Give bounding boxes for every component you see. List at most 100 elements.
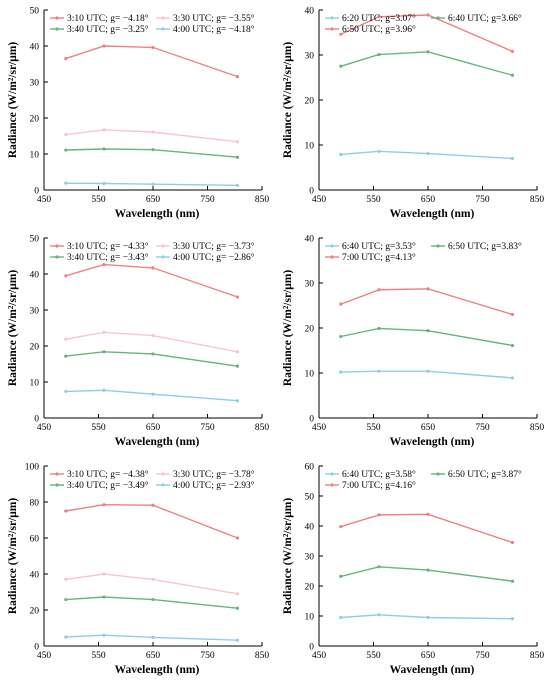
y-tick-label: 80 — [30, 498, 40, 508]
x-tick-label: 550 — [91, 423, 106, 433]
data-point — [426, 568, 430, 572]
series-line — [65, 45, 238, 78]
data-point — [151, 577, 155, 581]
x-tick-label: 450 — [312, 195, 327, 205]
y-tick-label: 40 — [30, 570, 40, 580]
y-tick-label: 0 — [309, 414, 314, 424]
series-line — [65, 503, 238, 539]
y-tick-label: 10 — [30, 378, 40, 388]
legend-label: 3:40 UTC; g= −3.43° — [67, 252, 149, 263]
x-axis-title: Wavelength (nm) — [115, 208, 200, 220]
x-tick-label: 550 — [91, 651, 106, 661]
y-axis-title: Radiance (W/m²/sr/μm) — [282, 42, 294, 158]
x-tick-label: 650 — [146, 423, 161, 433]
y-tick-label: 10 — [30, 150, 40, 160]
legend-label: 7:00 UTC; g=4.13° — [342, 252, 416, 263]
data-point — [64, 635, 68, 639]
data-point — [377, 326, 381, 331]
data-point — [102, 388, 106, 392]
data-point — [377, 369, 381, 373]
series-line — [65, 634, 238, 641]
data-point — [377, 565, 381, 569]
data-point — [510, 343, 515, 348]
data-point — [102, 572, 106, 576]
data-point — [151, 130, 155, 134]
series-line — [65, 351, 238, 367]
chart-panel-1: 0 10 20 30 40 50 450 550 650 750 850 Wavelength (nm… — [7, 6, 269, 220]
data-point — [151, 503, 155, 507]
legend-marker — [436, 16, 440, 20]
x-tick-label: 750 — [200, 195, 215, 205]
data-point — [102, 263, 106, 267]
legend-marker — [330, 27, 334, 31]
series-line — [340, 566, 513, 582]
data-point — [339, 32, 343, 36]
data-point — [426, 151, 430, 156]
data-point — [64, 389, 68, 393]
series-line — [65, 148, 238, 158]
data-point — [510, 376, 515, 380]
series-line — [65, 573, 238, 595]
data-point — [377, 513, 381, 517]
data-point — [235, 536, 240, 540]
legend-label: 3:40 UTC; g= −3.49° — [67, 480, 149, 491]
legend-marker — [55, 255, 59, 259]
x-tick-label: 450 — [37, 423, 52, 433]
data-point — [510, 312, 515, 317]
y-tick-label: 40 — [305, 234, 315, 244]
x-tick-label: 750 — [200, 651, 215, 661]
data-point — [102, 128, 106, 132]
y-axis-title: Radiance (W/m²/sr/μm) — [282, 270, 294, 386]
y-tick-label: 20 — [305, 96, 315, 106]
chart-panel-3: 0 10 20 30 40 50 450 550 650 750 850 Wavelength (nm… — [7, 234, 270, 448]
y-tick-label: 0 — [309, 186, 314, 196]
data-point — [377, 288, 381, 292]
x-axis-title: Wavelength (nm) — [390, 436, 475, 448]
data-point — [102, 350, 106, 354]
x-tick-label: 850 — [255, 423, 270, 433]
legend-label: 4:00 UTC; g= −4.18° — [173, 24, 255, 35]
x-tick-label: 650 — [421, 651, 436, 661]
data-point — [102, 595, 106, 599]
x-tick-label: 550 — [366, 423, 381, 433]
y-tick-label: 20 — [30, 114, 40, 124]
series-line — [65, 263, 238, 298]
y-tick-label: 60 — [30, 534, 40, 544]
data-point — [339, 615, 343, 620]
data-point — [235, 638, 240, 642]
data-point — [64, 132, 68, 137]
y-axis-title: Radiance (W/m²/sr/μm) — [7, 270, 19, 386]
legend-label: 6:50 UTC; g=3.96° — [342, 24, 416, 35]
chart-panel-5: 0 20 40 60 80 100 450 550 650 750 850 Wavelength (n… — [7, 462, 269, 676]
y-tick-label: 0 — [34, 414, 39, 424]
legend-label: 6:50 UTC; g=3.83° — [448, 241, 522, 252]
data-point — [64, 57, 68, 61]
y-tick-label: 10 — [305, 369, 315, 379]
legend-marker — [55, 16, 59, 20]
series-line — [65, 389, 238, 402]
legend-marker — [55, 244, 59, 248]
legend-label: 3:40 UTC; g= −3.25° — [67, 24, 149, 35]
legend-marker — [161, 244, 165, 248]
legend-marker — [55, 27, 59, 31]
data-point — [102, 44, 106, 48]
series-line — [65, 182, 238, 186]
y-tick-label: 40 — [30, 42, 40, 52]
data-point — [151, 148, 155, 152]
data-point — [151, 635, 155, 639]
data-point — [339, 302, 343, 306]
x-tick-label: 650 — [421, 423, 436, 433]
legend-label: 6:50 UTC; g=3.87° — [448, 469, 522, 480]
legend-label: 7:00 UTC; g=4.16° — [342, 480, 416, 491]
data-point — [102, 503, 106, 507]
legend-marker — [330, 255, 334, 259]
data-point — [339, 334, 343, 339]
data-point — [377, 613, 381, 617]
legend-marker — [55, 472, 59, 476]
series-line — [65, 596, 238, 609]
legend-marker — [161, 16, 165, 20]
series-line — [340, 614, 513, 620]
data-point — [102, 181, 106, 186]
x-tick-label: 450 — [37, 651, 52, 661]
